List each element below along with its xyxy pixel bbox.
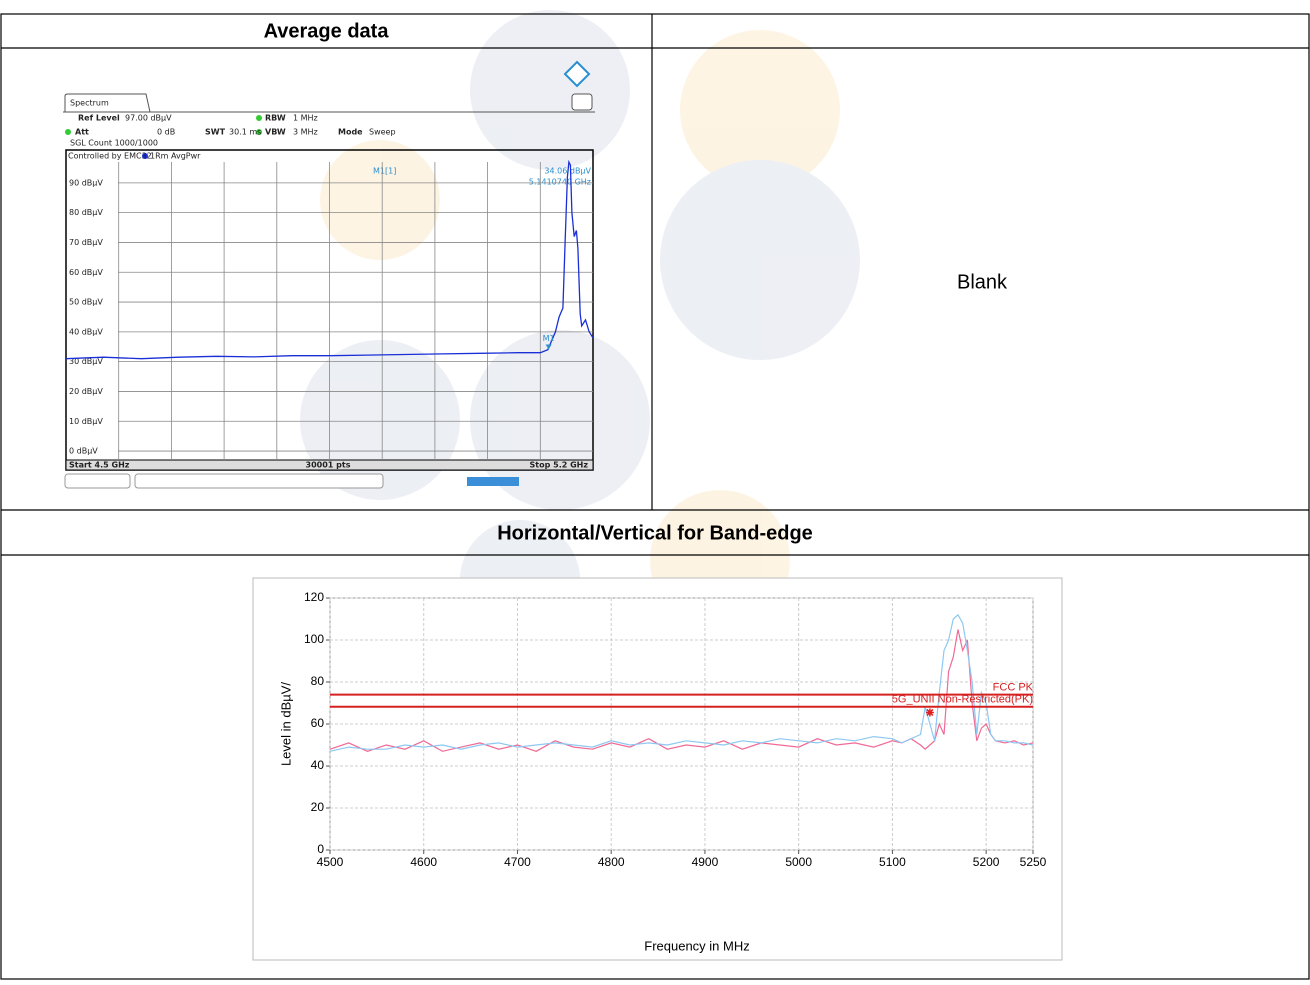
document: Average data Blank Horizontal/Vertical f… [0,0,1310,980]
y-tick-label: 10 dBµV [69,417,103,426]
y-tick-label: 80 dBµV [69,208,103,217]
setting-label: Att [75,128,89,137]
setting-label: SWT [205,128,226,137]
y-tick-label: 0 [317,842,324,856]
y-axis-label: Level in dBµV/ [278,682,293,766]
x-tick-label: 4900 [692,855,719,869]
setting-value: 0 dB [157,128,175,137]
setting-value: 3 MHz [293,128,318,137]
setting-value: Sweep [369,128,396,137]
x-tick-label: 5250 [1020,855,1047,869]
y-tick-label: 60 dBµV [69,268,103,277]
marker [926,708,934,716]
section-title: Horizontal/Vertical for Band-edge [497,522,813,544]
y-tick-label: 0 dBµV [69,447,98,456]
setting-label: Mode [338,128,363,137]
blank-cell: Blank [957,271,1008,293]
setting-label: VBW [265,128,286,137]
start-freq: Start 4.5 GHz [69,461,130,470]
y-tick-label: 120 [304,590,324,604]
x-axis-label: Frequency in MHz [644,938,749,953]
x-tick-label: 4800 [598,855,625,869]
x-tick-label: 5200 [973,855,1000,869]
trace-label: 1Rm AvgPwr [150,152,201,161]
limit-label: FCC PK [993,682,1034,694]
y-tick-label: 40 [311,758,325,772]
y-tick-label: 20 [311,800,325,814]
y-tick-label: 70 dBµV [69,238,103,247]
page: Average data Blank Horizontal/Vertical f… [0,0,1310,980]
tab-label: Spectrum [70,99,109,108]
sweep-count: SGL Count 1000/1000 [70,139,158,148]
marker-name: M1 [543,334,555,343]
x-tick-label: 5000 [785,855,812,869]
cell-header: Average data [264,20,390,42]
controller: Controlled by EMC32 [68,152,152,161]
x-tick-label: 4500 [317,855,344,869]
marker-readout: M1[1] [373,167,396,176]
y-tick-label: 100 [304,632,324,646]
setting-value: 97.00 dBµV [125,114,172,123]
stop-freq: Stop 5.2 GHz [530,461,589,470]
setting-value: 1 MHz [293,114,318,123]
x-tick-label: 5100 [879,855,906,869]
y-tick-label: 20 dBµV [69,387,103,396]
setting-label: Ref Level [78,114,120,123]
y-tick-label: 90 dBµV [69,178,103,187]
setting-label: RBW [265,114,286,123]
y-tick-label: 40 dBµV [69,327,103,336]
y-tick-label: 60 [311,716,325,730]
setting-value: 30.1 ms [229,128,261,137]
x-tick-label: 4600 [410,855,437,869]
limit-label: 5G_UNII Non-Restricted(PK) [892,694,1033,706]
x-tick-label: 4700 [504,855,531,869]
points: 30001 pts [306,461,351,470]
y-tick-label: 80 [311,674,325,688]
y-tick-label: 50 dBµV [69,298,103,307]
marker-x: 5.1410740 GHz [529,178,591,187]
